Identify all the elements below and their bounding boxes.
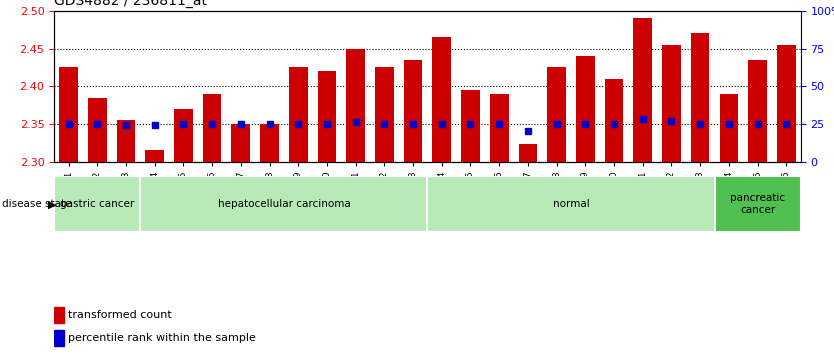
- Bar: [375, 68, 394, 162]
- Bar: [605, 79, 623, 162]
- Text: percentile rank within the sample: percentile rank within the sample: [68, 333, 256, 343]
- Text: pancreatic
cancer: pancreatic cancer: [730, 193, 785, 215]
- Bar: [461, 90, 480, 162]
- Bar: [720, 94, 738, 162]
- Bar: [490, 94, 509, 162]
- Bar: [404, 60, 422, 162]
- Bar: [203, 94, 222, 162]
- Bar: [433, 37, 451, 162]
- Text: transformed count: transformed count: [68, 310, 173, 320]
- Bar: [88, 98, 107, 162]
- Bar: [145, 150, 164, 162]
- Text: normal: normal: [553, 199, 590, 209]
- Bar: [576, 56, 595, 162]
- Text: GDS4882 / 236811_at: GDS4882 / 236811_at: [54, 0, 207, 8]
- Bar: [748, 60, 767, 162]
- Text: gastric cancer: gastric cancer: [60, 199, 134, 209]
- Text: ▶: ▶: [48, 199, 56, 209]
- Text: hepatocellular carcinoma: hepatocellular carcinoma: [218, 199, 350, 209]
- Bar: [54, 176, 140, 232]
- Bar: [777, 45, 796, 162]
- Bar: [318, 71, 336, 162]
- Bar: [519, 144, 537, 162]
- Bar: [232, 124, 250, 162]
- Bar: [117, 120, 135, 162]
- Bar: [715, 176, 801, 232]
- Bar: [289, 68, 308, 162]
- Bar: [140, 176, 427, 232]
- Bar: [691, 33, 710, 162]
- Bar: [346, 49, 365, 162]
- Bar: [260, 124, 279, 162]
- Bar: [174, 109, 193, 162]
- Bar: [427, 176, 715, 232]
- Bar: [633, 19, 652, 162]
- Bar: [662, 45, 681, 162]
- Bar: [59, 68, 78, 162]
- Text: disease state: disease state: [2, 199, 71, 209]
- Bar: [547, 68, 566, 162]
- Bar: [54, 330, 63, 346]
- Bar: [54, 307, 63, 323]
